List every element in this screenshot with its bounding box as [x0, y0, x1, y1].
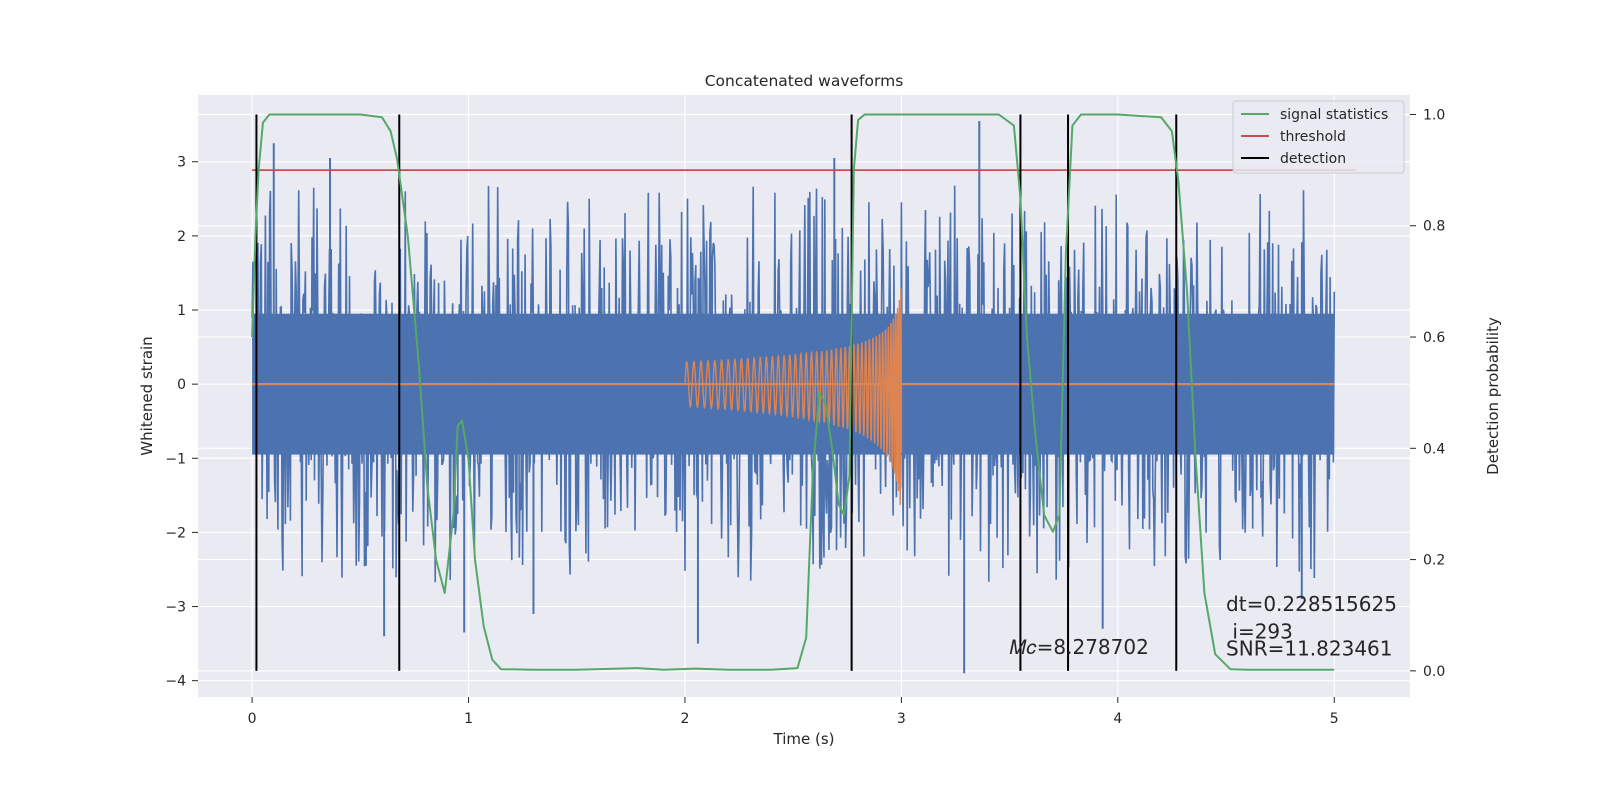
y-tick-label: −2 — [165, 525, 186, 541]
x-tick-label: 0 — [248, 711, 257, 727]
y2-tick-label: 0.0 — [1423, 664, 1445, 680]
x-tick-label: 5 — [1330, 711, 1339, 727]
legend-label-threshold: threshold — [1280, 129, 1346, 145]
x-tick-label: 2 — [681, 711, 690, 727]
x-tick-label: 1 — [464, 711, 473, 727]
legend-label-signal-statistics: signal statistics — [1280, 107, 1388, 123]
signal-statistics-series — [251, 113, 1335, 671]
annotations: 𝑀𝑐=8.278702 dt=0.228515625 i=293 SNR=11.… — [1010, 592, 1397, 661]
template-chirp — [684, 288, 903, 506]
y2-tick-label: 0.4 — [1423, 441, 1445, 457]
legend-box — [1232, 100, 1405, 174]
legend-label-detection: detection — [1280, 151, 1346, 167]
y2-tick-label: 0.8 — [1423, 219, 1445, 235]
signal-statistics-line — [251, 113, 1335, 671]
i-annotation: i=293 — [1226, 620, 1293, 644]
y-axis-label: Whitened strain — [138, 336, 156, 455]
x-tick-label: 3 — [897, 711, 906, 727]
x-tick-label: 4 — [1113, 711, 1122, 727]
y2-tick-label: 1.0 — [1423, 107, 1445, 123]
y-tick-label: −1 — [165, 451, 186, 467]
strain-line — [251, 185, 1336, 583]
snr-annotation: SNR=11.823461 — [1226, 636, 1392, 660]
chart-title: Concatenated waveforms — [705, 72, 904, 90]
y-tick-label: −4 — [165, 674, 186, 690]
y-tick-label: 1 — [177, 303, 186, 319]
detection-series — [255, 114, 1178, 671]
y-tick-label: −3 — [165, 600, 186, 616]
dt-annotation: dt=0.228515625 — [1226, 592, 1397, 616]
y-tick-label: 3 — [177, 155, 186, 171]
y2-axis-label: Detection probability — [1484, 317, 1502, 475]
x-axis-label: Time (s) — [773, 730, 835, 748]
template-series — [252, 288, 1335, 506]
legend: signal statistics threshold detection — [1232, 100, 1405, 174]
y2-tick-label: 0.2 — [1423, 553, 1445, 569]
y2-tick-label: 0.6 — [1423, 330, 1445, 346]
mc-annotation: 𝑀𝑐=8.278702 — [1010, 635, 1149, 659]
y-tick-label: 2 — [177, 229, 186, 245]
y-tick-label: 0 — [177, 377, 186, 393]
axis-ticks: 0 1 2 3 4 5 −4 −3 −2 −1 0 1 2 3 0.0 0.2 0.4 0.6 0.8 1.0 — [165, 107, 1445, 727]
